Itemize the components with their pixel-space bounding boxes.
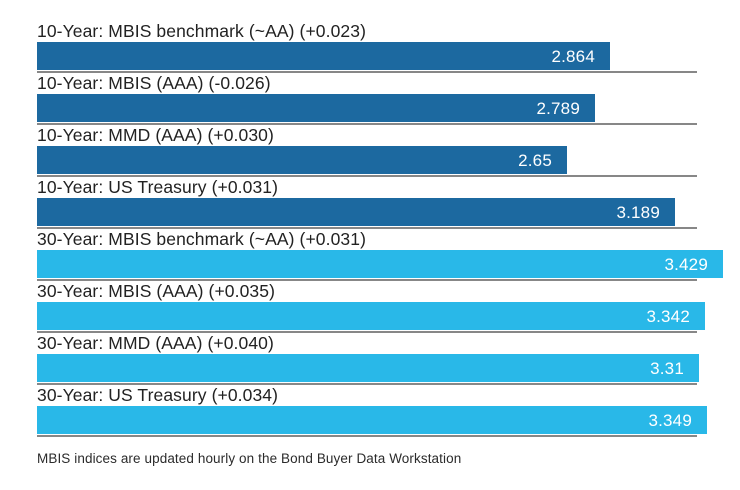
bar-row: 10-Year: MBIS (AAA) (-0.026) 2.789 <box>37 74 740 126</box>
bar-label: 10-Year: MBIS (AAA) (-0.026) <box>37 73 271 93</box>
row-baseline <box>37 435 697 437</box>
bar-10-year: 2.65 <box>37 146 567 174</box>
row-baseline <box>37 71 697 73</box>
row-baseline <box>37 383 697 385</box>
bar-row: 10-Year: US Treasury (+0.031) 3.189 <box>37 178 740 230</box>
row-baseline <box>37 227 697 229</box>
bar-value-label: 3.429 <box>664 255 708 274</box>
bar-label: 30-Year: MMD (AAA) (+0.040) <box>37 333 274 353</box>
bar-value-label: 3.342 <box>646 307 690 326</box>
bar-30-year: 3.31 <box>37 354 699 382</box>
bar-10-year: 3.189 <box>37 198 675 226</box>
bar-value-label: 2.789 <box>536 99 580 118</box>
row-baseline <box>37 123 697 125</box>
bar-row: 30-Year: MMD (AAA) (+0.040) 3.31 <box>37 334 740 386</box>
row-baseline <box>37 331 697 333</box>
row-baseline <box>37 279 697 281</box>
bar-30-year: 3.349 <box>37 406 707 434</box>
chart-footnote: MBIS indices are updated hourly on the B… <box>37 451 462 466</box>
bar-10-year: 2.789 <box>37 94 595 122</box>
bar-row: 30-Year: MBIS benchmark (~AA) (+0.031) 3.… <box>37 230 740 282</box>
bar-value-label: 2.65 <box>518 151 552 170</box>
bar-label: 10-Year: MMD (AAA) (+0.030) <box>37 125 274 145</box>
bar-value-label: 3.31 <box>650 359 684 378</box>
bar-row: 30-Year: MBIS (AAA) (+0.035) 3.342 <box>37 282 740 334</box>
bar-value-label: 3.349 <box>648 411 692 430</box>
bar-value-label: 3.189 <box>616 203 660 222</box>
bar-row: 30-Year: US Treasury (+0.034) 3.349 <box>37 386 740 438</box>
bar-label: 30-Year: US Treasury (+0.034) <box>37 385 279 405</box>
bar-rows: 10-Year: MBIS benchmark (~AA) (+0.023) 2.… <box>37 22 740 438</box>
bar-row: 10-Year: MMD (AAA) (+0.030) 2.65 <box>37 126 740 178</box>
bar-30-year: 3.342 <box>37 302 705 330</box>
bar-10-year: 2.864 <box>37 42 610 70</box>
bar-label: 10-Year: MBIS benchmark (~AA) (+0.023) <box>37 21 367 41</box>
row-baseline <box>37 175 697 177</box>
bar-row: 10-Year: MBIS benchmark (~AA) (+0.023) 2.… <box>37 22 740 74</box>
bar-value-label: 2.864 <box>551 47 595 66</box>
bar-label: 30-Year: MBIS (AAA) (+0.035) <box>37 281 276 301</box>
bar-label: 30-Year: MBIS benchmark (~AA) (+0.031) <box>37 229 367 249</box>
bar-label: 10-Year: US Treasury (+0.031) <box>37 177 279 197</box>
bar-30-year: 3.429 <box>37 250 723 278</box>
